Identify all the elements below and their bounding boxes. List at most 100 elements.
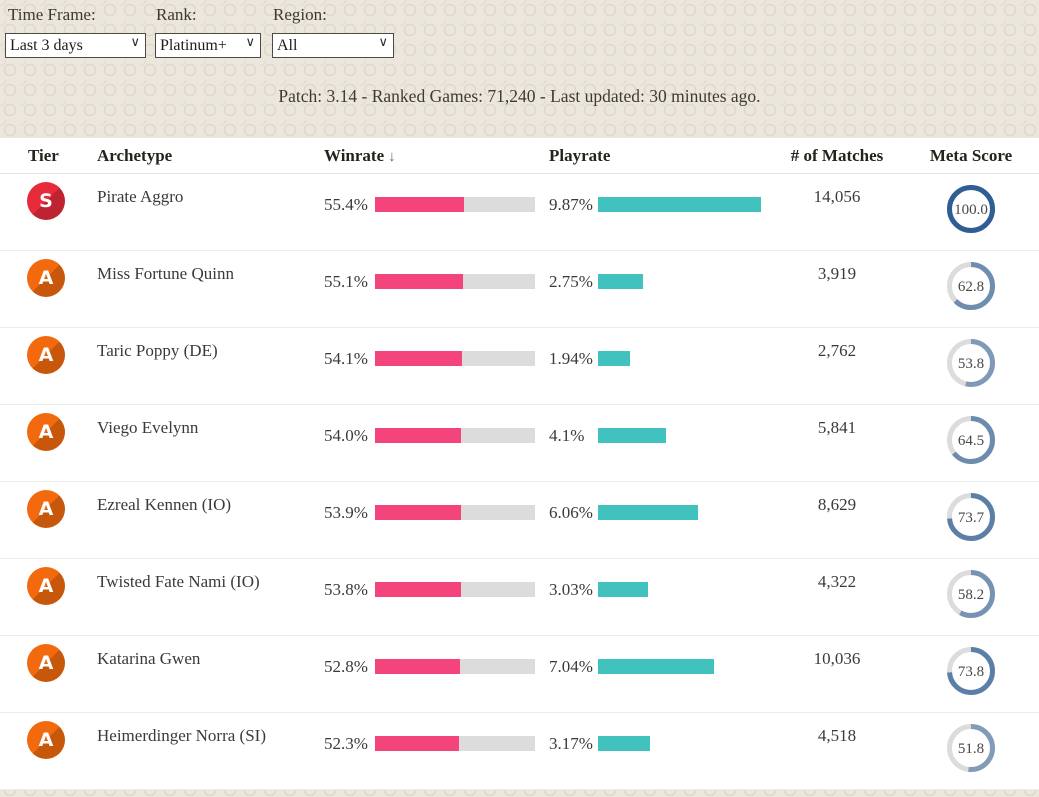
winrate-value: 53.9% (324, 502, 368, 522)
table-row[interactable]: A Taric Poppy (DE) 54.1% 1.94% 2,762 53.… (0, 328, 1039, 405)
winrate-bar-track (375, 505, 535, 520)
playrate-bar (598, 351, 630, 366)
winrate-bar-track (375, 274, 535, 289)
meta-score-value: 73.8 (958, 664, 984, 680)
tier-cell: A (0, 328, 90, 404)
tier-cell: A (0, 405, 90, 481)
meta-score-cell: 58.2 (891, 559, 1039, 635)
tier-letter: A (38, 421, 54, 443)
meta-score-ring: 53.8 (947, 339, 995, 387)
meta-ring-arc (947, 493, 995, 541)
playrate-cell: 7.04% (549, 636, 783, 684)
region-select[interactable]: All (272, 33, 394, 58)
winrate-cell: 54.1% (324, 328, 549, 376)
winrate-cell: 53.9% (324, 482, 549, 530)
tier-letter: A (38, 267, 54, 289)
table-row[interactable]: A Twisted Fate Nami (IO) 53.8% 3.03% 4,3… (0, 559, 1039, 636)
meta-score-cell: 100.0 (891, 174, 1039, 250)
winrate-cell: 55.1% (324, 251, 549, 299)
table-row[interactable]: S Pirate Aggro 55.4% 9.87% 14,056 100.0 (0, 174, 1039, 251)
meta-score-cell: 51.8 (891, 713, 1039, 789)
archetype-name[interactable]: Katarina Gwen (97, 649, 201, 668)
playrate-cell: 4.1% (549, 405, 783, 453)
meta-score-cell: 73.7 (891, 482, 1039, 558)
winrate-cell: 52.8% (324, 636, 549, 684)
tier-letter: A (38, 652, 54, 674)
meta-ring-arc (947, 262, 995, 310)
tier-letter: A (38, 575, 54, 597)
tier-badge: S (27, 182, 65, 220)
winrate-bar-track (375, 736, 535, 751)
playrate-value: 4.1% (549, 425, 585, 445)
meta-tier-table: Tier Archetype Winrate ↓ Playrate # of Ma… (0, 138, 1039, 790)
column-header-meta-score[interactable]: Meta Score (929, 145, 1013, 165)
meta-score-ring: 73.8 (947, 647, 995, 695)
playrate-bar (598, 274, 644, 289)
archetype-name[interactable]: Ezreal Kennen (IO) (97, 495, 232, 514)
tier-badge: A (27, 413, 65, 451)
winrate-bar-fill (375, 582, 462, 597)
column-header-tier[interactable]: Tier (28, 145, 59, 165)
table-row[interactable]: A Heimerdinger Norra (SI) 52.3% 3.17% 4,… (0, 713, 1039, 790)
winrate-bar-fill (375, 197, 464, 212)
tier-cell: A (0, 559, 90, 635)
playrate-cell: 3.17% (549, 713, 783, 761)
meta-score-cell: 64.5 (891, 405, 1039, 481)
archetype-name[interactable]: Taric Poppy (DE) (97, 341, 218, 360)
table-row[interactable]: A Miss Fortune Quinn 55.1% 2.75% 3,919 6… (0, 251, 1039, 328)
playrate-bar (598, 428, 666, 443)
playrate-cell: 1.94% (549, 328, 783, 376)
winrate-value: 53.8% (324, 579, 368, 599)
playrate-bar (598, 197, 761, 212)
meta-score-value: 100.0 (954, 202, 988, 218)
winrate-bar-fill (375, 428, 462, 443)
winrate-value: 54.0% (324, 425, 368, 445)
archetype-name[interactable]: Viego Evelynn (97, 418, 199, 437)
matches-count: 2,762 (817, 341, 857, 360)
rank-label: Rank: (156, 5, 197, 24)
tier-cell: A (0, 251, 90, 327)
table-row[interactable]: A Katarina Gwen 52.8% 7.04% 10,036 73.8 (0, 636, 1039, 713)
playrate-value: 7.04% (549, 656, 593, 676)
winrate-cell: 55.4% (324, 174, 549, 222)
table-row[interactable]: A Ezreal Kennen (IO) 53.9% 6.06% 8,629 7… (0, 482, 1039, 559)
winrate-bar-track (375, 659, 535, 674)
column-header-winrate[interactable]: Winrate ↓ (324, 146, 549, 166)
winrate-bar-fill (375, 274, 464, 289)
winrate-header-label: Winrate (324, 145, 385, 165)
column-header-matches[interactable]: # of Matches (790, 145, 884, 165)
patch-status-line: Patch: 3.14 - Ranked Games: 71,240 - Las… (278, 86, 761, 106)
winrate-bar-fill (375, 736, 459, 751)
tier-cell: S (0, 174, 90, 250)
winrate-bar-track (375, 351, 535, 366)
meta-score-ring: 51.8 (947, 724, 995, 772)
meta-score-cell: 73.8 (891, 636, 1039, 712)
column-header-playrate[interactable]: Playrate (549, 145, 611, 165)
time-frame-select[interactable]: Last 3 days (5, 33, 146, 58)
archetype-name[interactable]: Pirate Aggro (97, 187, 184, 206)
table-body: S Pirate Aggro 55.4% 9.87% 14,056 100.0 … (0, 174, 1039, 790)
matches-count: 4,518 (817, 726, 857, 745)
matches-count: 8,629 (817, 495, 857, 514)
playrate-cell: 2.75% (549, 251, 783, 299)
playrate-cell: 6.06% (549, 482, 783, 530)
meta-score-value: 51.8 (958, 741, 984, 757)
archetype-name[interactable]: Twisted Fate Nami (IO) (97, 572, 260, 591)
table-row[interactable]: A Viego Evelynn 54.0% 4.1% 5,841 64.5 (0, 405, 1039, 482)
tier-letter: A (38, 344, 54, 366)
winrate-value: 55.4% (324, 194, 368, 214)
matches-count: 5,841 (817, 418, 857, 437)
meta-ring-arc (947, 647, 995, 695)
rank-select[interactable]: Platinum+ (155, 33, 261, 58)
playrate-value: 3.03% (549, 579, 593, 599)
archetype-name[interactable]: Heimerdinger Norra (SI) (97, 726, 266, 745)
meta-score-ring: 58.2 (947, 570, 995, 618)
playrate-value: 3.17% (549, 733, 593, 753)
tier-cell: A (0, 482, 90, 558)
winrate-cell: 53.8% (324, 559, 549, 607)
playrate-cell: 3.03% (549, 559, 783, 607)
archetype-name[interactable]: Miss Fortune Quinn (97, 264, 234, 283)
column-header-archetype[interactable]: Archetype (97, 145, 173, 165)
tier-badge: A (27, 644, 65, 682)
meta-score-ring: 100.0 (947, 185, 995, 233)
